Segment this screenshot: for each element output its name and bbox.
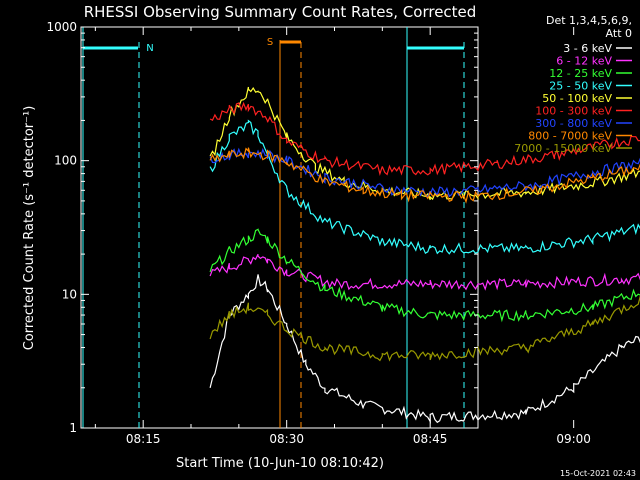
legend-label-4: 50 - 100 keV [542,92,612,105]
legend-label-3: 25 - 50 keV [549,80,612,93]
legend-label-1: 6 - 12 keV [556,55,612,68]
legend-header-line-1: Det 1,3,4,5,6,9, [546,14,632,27]
legend-header-line-2: Att 0 [606,27,632,40]
series-line-3 [209,119,640,255]
series-line-4 [209,86,640,201]
y-tick-label-3: 1000 [46,20,77,34]
legend-label-6: 300 - 800 keV [535,117,612,130]
generation-timestamp: 15-Oct-2021 02:43 [560,469,636,478]
y-axis-label: Corrected Count Rate (s⁻¹ detector⁻¹) [22,106,37,351]
x-tick-label-0: 08:15 [126,432,161,446]
series-line-1 [209,254,640,291]
legend-label-7: 800 - 7000 keV [528,130,612,143]
legend-label-2: 12 - 25 keV [549,67,612,80]
saa-marker-label: S [267,37,273,48]
x-tick-label-1: 08:30 [269,432,304,446]
y-tick-label-0: 1 [69,421,77,435]
x-axis-label: Start Time (10-Jun-10 08:10:42) [176,456,384,471]
y-tick-label-2: 100 [54,154,77,168]
x-tick-label-2: 08:45 [413,432,448,446]
night-marker-label: N [146,43,153,54]
series-line-5 [209,101,640,176]
chart-title: RHESSI Observing Summary Count Rates, Co… [84,3,477,21]
y-tick-label-1: 10 [62,287,77,301]
legend-label-0: 3 - 6 keV [563,42,612,55]
legend-label-8: 7000 - 15000 keV [514,142,612,155]
x-tick-label-3: 09:00 [556,432,591,446]
legend-label-5: 100 - 300 keV [535,105,612,118]
series-layer [209,86,640,424]
series-line-8 [209,295,640,362]
y-axis-ticks: 1 10 100 1000 [46,20,478,435]
series-line-6 [209,147,640,198]
orbit-markers [82,27,465,428]
series-line-7 [209,147,640,204]
series-line-0 [209,274,640,424]
series-line-2 [209,228,640,323]
